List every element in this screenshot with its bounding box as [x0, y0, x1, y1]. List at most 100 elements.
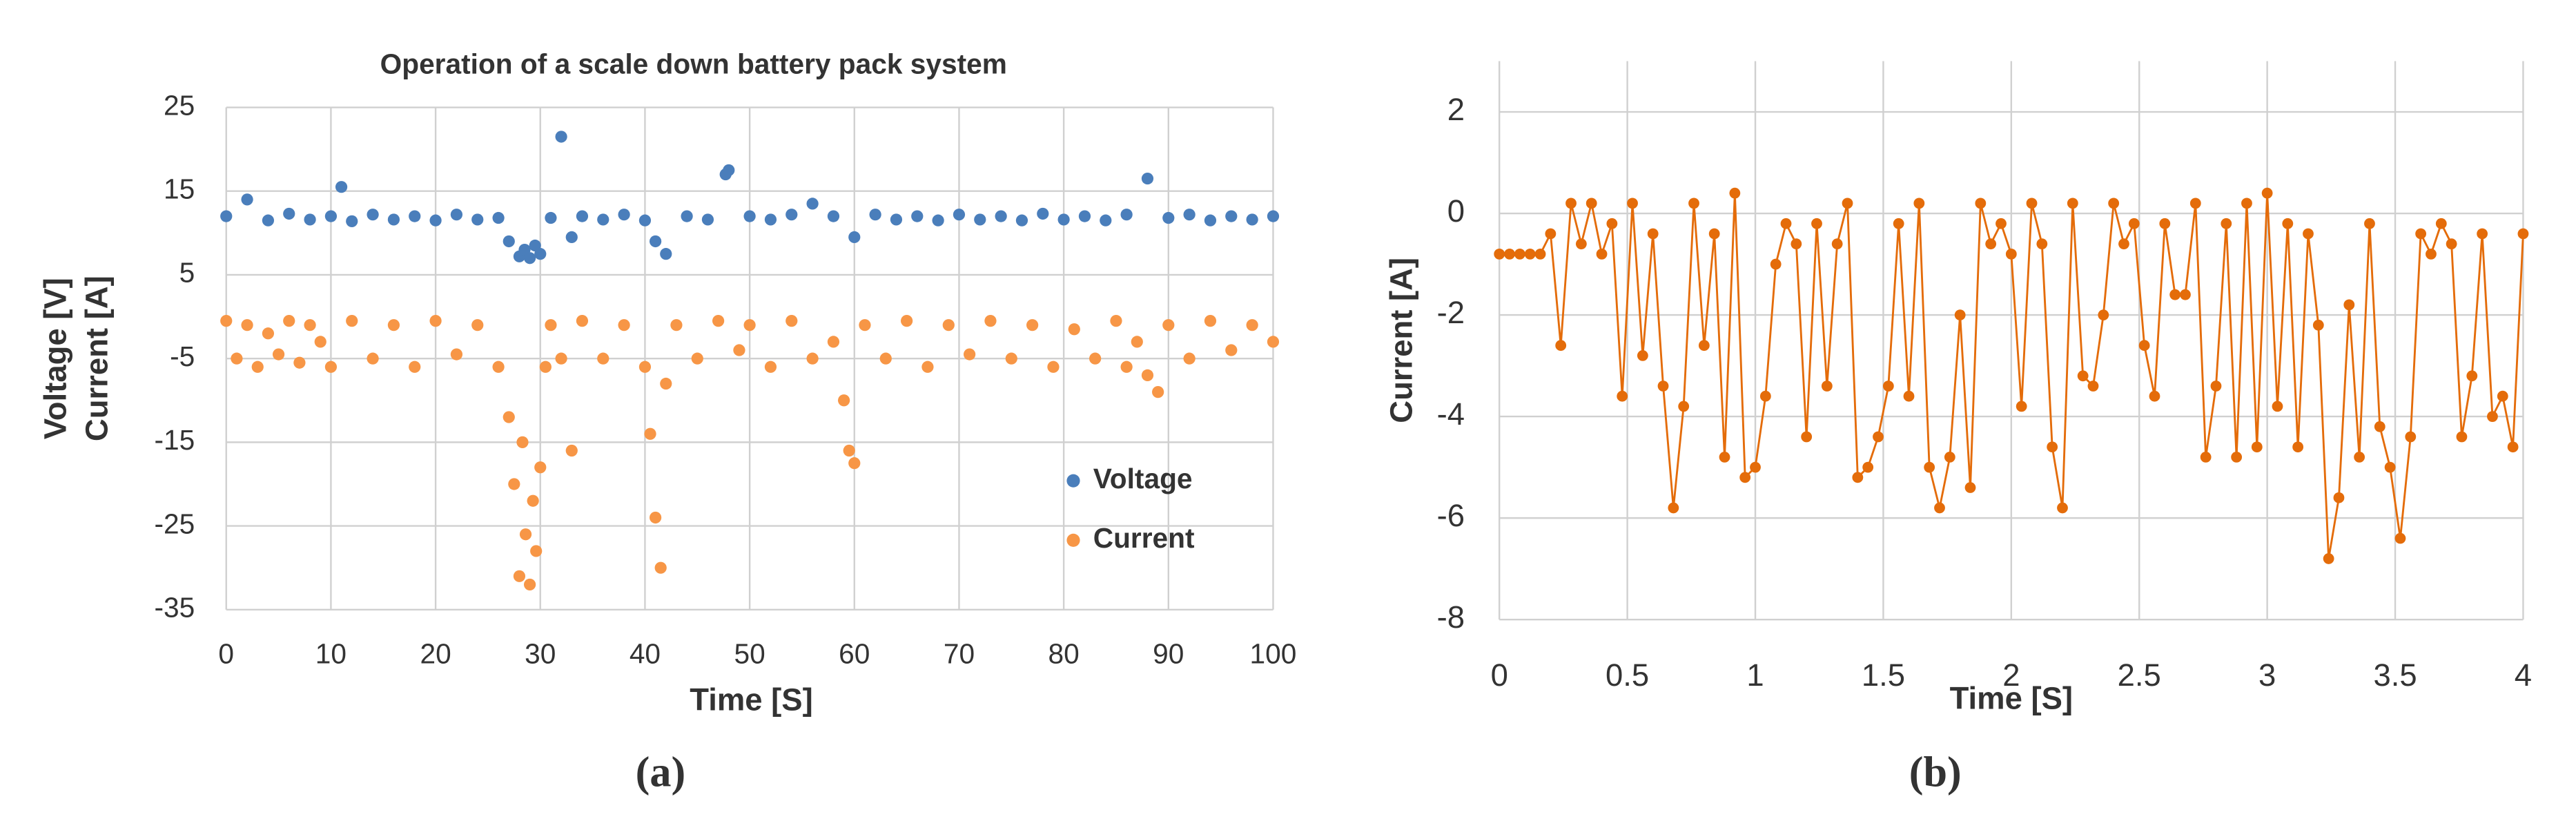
scatter-point: [649, 511, 662, 524]
line-marker: [2036, 238, 2048, 250]
line-marker: [2231, 452, 2243, 463]
scatter-point: [555, 131, 567, 143]
line-marker: [1862, 461, 1874, 473]
line-marker: [1964, 482, 1976, 493]
y-tick-label: 15: [164, 173, 195, 204]
line-marker: [1617, 390, 1628, 402]
scatter-point: [670, 319, 683, 331]
line-marker: [2087, 381, 2099, 392]
line-marker: [2057, 502, 2068, 514]
line-marker: [1524, 248, 1536, 260]
line-marker: [2415, 228, 2427, 240]
x-tick-label: 90: [1153, 638, 1184, 670]
scatter-point: [701, 213, 714, 226]
line-marker: [2466, 370, 2478, 382]
y-tick-label: -6: [1437, 498, 1465, 533]
line-marker: [1750, 461, 1761, 473]
scatter-point: [649, 235, 662, 248]
line-marker: [2364, 218, 2375, 229]
scatter-point: [241, 193, 253, 206]
legend-marker: [1066, 533, 1080, 547]
scatter-point: [565, 231, 578, 244]
line-marker: [1739, 472, 1751, 483]
scatter-point: [492, 360, 505, 373]
line-marker: [2446, 238, 2457, 250]
line-marker: [1882, 381, 1894, 392]
line-marker: [2374, 421, 2385, 432]
line-marker: [1575, 238, 1587, 250]
x-tick-label: 0: [1491, 657, 1508, 693]
scatter-point: [527, 494, 539, 507]
scatter-point: [471, 213, 484, 226]
x-tick-label: 0.5: [1606, 657, 1649, 693]
x-tick-label: 50: [734, 638, 765, 670]
scatter-point: [869, 209, 881, 221]
scatter-point: [638, 360, 652, 373]
scatter-point: [519, 528, 532, 541]
scatter-point: [523, 578, 536, 591]
x-tick-label: 60: [839, 638, 870, 670]
scatter-point: [733, 344, 745, 356]
line-marker: [2067, 198, 2078, 209]
scatter-point: [324, 360, 338, 373]
scatter-point: [429, 315, 442, 327]
scatter-point: [618, 319, 630, 331]
line-marker: [2354, 452, 2365, 463]
line-marker: [2333, 492, 2345, 503]
scatter-point: [901, 315, 913, 327]
scatter-point: [576, 315, 589, 327]
line-marker: [2384, 461, 2396, 473]
scatter-point: [942, 319, 955, 331]
scatter-point: [1110, 315, 1122, 327]
scatter-point: [565, 444, 578, 457]
y-axis-label: Current [A]: [1383, 258, 1418, 423]
scatter-point: [534, 248, 547, 260]
scatter-point: [786, 209, 798, 221]
scatter-point: [1015, 214, 1028, 227]
scatter-point: [387, 319, 400, 331]
scatter-point: [1068, 323, 1080, 336]
scatter-point: [283, 315, 295, 327]
scatter-point: [644, 427, 656, 440]
x-tick-label: 100: [1250, 638, 1297, 670]
scatter-point: [530, 545, 543, 557]
line-marker: [2292, 441, 2304, 453]
line-marker: [2026, 198, 2038, 209]
scatter-point: [995, 210, 1007, 222]
scatter-point: [911, 210, 924, 222]
scatter-point: [1047, 360, 1060, 373]
scatter-point: [974, 213, 986, 226]
line-marker: [1555, 340, 1567, 352]
scatter-point: [984, 315, 997, 327]
y-tick-label: -5: [170, 340, 195, 372]
line-marker: [1688, 198, 1699, 209]
scatter-point: [806, 352, 819, 365]
y-tick-label: -15: [155, 424, 195, 456]
line-marker: [2323, 553, 2334, 564]
y-tick-label: -8: [1437, 599, 1465, 635]
scatter-point: [220, 210, 233, 222]
scatter-point: [314, 336, 326, 348]
line-marker: [2128, 218, 2140, 229]
scatter-point: [1246, 213, 1258, 226]
x-tick-label: 2: [2002, 657, 2020, 693]
x-tick-label: 0: [218, 638, 234, 670]
scatter-point: [1005, 352, 1017, 365]
scatter-point: [508, 478, 520, 490]
line-marker: [2405, 431, 2417, 443]
x-tick-label: 20: [420, 638, 451, 670]
line-marker: [1596, 248, 1608, 260]
line-marker: [2221, 218, 2232, 229]
scatter-point: [1246, 319, 1258, 331]
line-marker: [2477, 228, 2488, 240]
line-marker: [1504, 248, 1515, 260]
line-marker: [2507, 441, 2519, 453]
line-marker: [2047, 441, 2058, 453]
y-tick-label: -35: [155, 592, 195, 624]
scatter-point: [1204, 214, 1217, 227]
line-marker: [1657, 381, 1669, 392]
scatter-point: [576, 210, 589, 222]
scatter-point: [827, 336, 840, 348]
y-tick-label: -25: [155, 508, 195, 539]
